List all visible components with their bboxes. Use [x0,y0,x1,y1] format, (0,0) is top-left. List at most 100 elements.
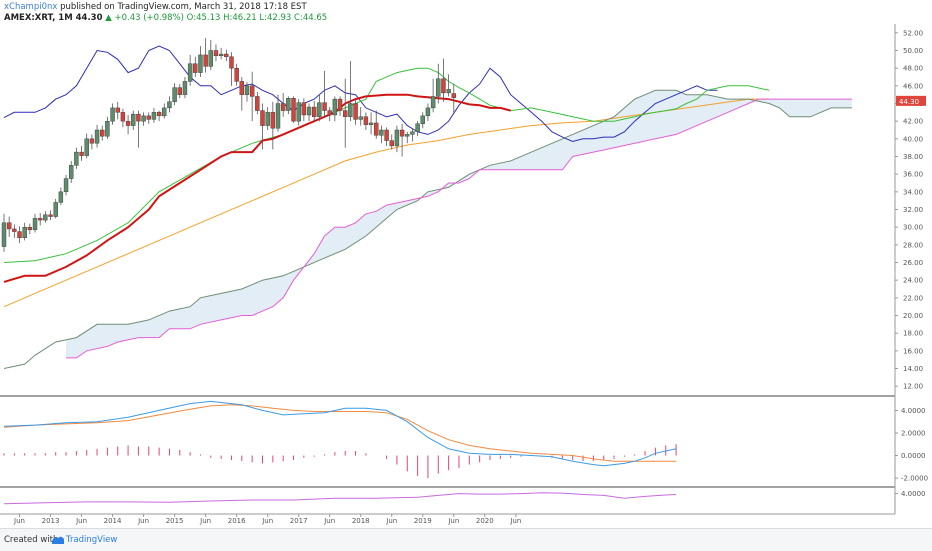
candle-body [332,98,338,116]
candle-body [430,96,436,109]
macd-line [3,400,677,467]
candle-body [415,123,420,132]
candle-body [420,115,425,125]
macd-tick-label: 4.0000 [901,407,926,415]
candle-body [368,122,374,125]
author-link[interactable]: xChampi0nx [4,2,58,12]
candle-body [348,103,353,117]
candle-body [244,85,250,95]
candle-body [110,107,115,122]
candle-body [234,67,239,82]
candle-body [167,101,172,109]
candle-body [280,103,286,111]
price-tick-label: 50.00 [903,47,923,55]
publisher-line: xChampi0nx published on TradingView.com,… [4,2,307,12]
candle-body [399,129,405,137]
time-tick-label: Jun [447,517,459,525]
candle-body [43,214,48,221]
candle-body [162,107,167,117]
price-tick-label: 40.00 [903,135,923,143]
candle-body [94,129,100,144]
oscillator-line [3,492,677,505]
candle-body [286,97,291,111]
candle-body [446,89,451,94]
ohlc-text: O:45.13 H:46.21 L:42.93 C:44.65 [186,13,328,23]
price-tick-label: 42.00 [903,118,923,126]
time-tick-label: Jun [137,517,149,525]
candle-body [198,54,203,73]
candle-body [32,218,38,231]
price-tick-label: 22.00 [903,294,923,302]
candle-body [337,98,343,111]
candle-body [12,228,17,232]
candle-body [203,54,208,67]
candle-body [156,112,162,117]
price-tick-label: 14.00 [903,365,923,373]
chart-svg[interactable]: 12.00 14.00 16.00 18.00 20.00 22.00 24.00 26.00… [0,0,932,528]
candle-body [270,112,276,129]
candle-body [141,115,146,122]
footer-bar: Created with TradingView [0,528,932,551]
price-tick-label: 46.00 [903,82,923,90]
time-tick-label: 2020 [476,517,494,525]
candle-body [249,85,255,97]
candle-body [384,129,389,141]
price-tick-label: 36.00 [903,171,923,179]
time-tick-label: Jun [13,517,25,525]
price-tick-label: 48.00 [903,65,923,73]
candle-body [136,113,141,122]
candle-body [374,122,379,136]
candle-body [105,120,110,137]
candle-body [172,87,177,102]
price-tick-label: 16.00 [903,347,923,355]
candle-body [193,63,198,73]
candle-body [63,178,69,193]
candle-body [363,116,369,125]
osc-tick-label: 4.0000 [901,490,926,498]
macd-tick-label: 2.0000 [901,429,926,437]
candle-body [265,112,270,126]
candle-body [151,112,157,120]
candle-body [182,81,188,95]
candle-body [425,107,431,117]
time-tick-label: Jun [385,517,397,525]
candle-body [22,226,27,238]
created-with-text: Created with [4,535,59,545]
published-text: published on TradingView.com, March 31, … [60,2,307,12]
time-tick-label: 2019 [414,517,432,525]
time-tick-label: 2014 [104,517,122,525]
candle-body [394,129,400,147]
candle-body [255,96,260,111]
candle-body [187,63,193,82]
symbol-line: AMEX:XRT, 1M 44.30 ▲ +0.43 (+0.98%) O:45… [4,13,327,23]
candle-body [353,103,358,120]
candle-body [291,97,296,122]
candle-body [301,102,307,116]
symbol-prefix: AMEX:XRT, 1M 44.30 [4,13,103,23]
candle-body [115,107,120,113]
last-price-badge [896,95,926,106]
candle-body [317,102,322,117]
candle-body [100,129,105,137]
candle-body [296,102,301,122]
candle-body [306,106,312,116]
cloud-green-line [3,89,852,369]
time-tick-label: 2017 [290,517,308,525]
price-tick-label: 24.00 [903,277,923,285]
candle-body [343,110,348,117]
candle-body [58,191,64,203]
macd-tick-label: -2.0000 [901,475,928,483]
price-tick-label: 20.00 [903,312,923,320]
candle-body [37,218,43,221]
candle-body [224,53,229,57]
tradingview-link[interactable]: TradingView [66,535,118,545]
candle-body [208,50,214,67]
change-text: ▲ +0.43 (+0.98%) [105,13,184,23]
candle-body [1,222,7,247]
candle-body [441,78,446,94]
candle-body [84,138,89,156]
candle-body [213,50,219,57]
time-tick-label: 2016 [228,517,246,525]
time-tick-label: Jun [323,517,335,525]
